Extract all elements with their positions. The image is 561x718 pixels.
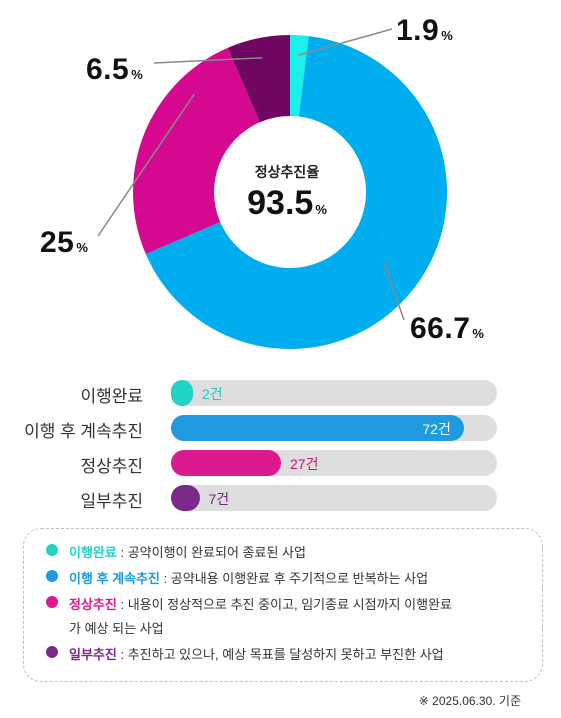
bar-value: 27건 <box>290 456 319 472</box>
bar-row-completed: 이행완료 2건 <box>0 380 561 406</box>
legend-term: 정상추진 <box>69 597 117 612</box>
slice-label-completed: 1.9% <box>396 14 453 47</box>
bar-label: 이행 후 계속추진 <box>24 422 143 441</box>
legend-desc: 내용이 정상적으로 추진 중이고, 임기종료 시점까지 이행완료가 예상 되는 … <box>69 597 452 636</box>
legend-desc: 공약내용 이행완료 후 주기적으로 반복하는 사업 <box>170 571 429 586</box>
leader-line-partial <box>153 57 263 64</box>
bar-fill <box>171 450 282 476</box>
legend-desc: 추진하고 있으나, 예상 목표를 달성하지 못하고 부진한 사업 <box>127 647 444 662</box>
bar-fill <box>171 380 193 406</box>
legend-term: 이행완료 <box>69 545 117 560</box>
bar-value: 72건 <box>422 421 451 437</box>
legend-term: 이행 후 계속추진 <box>69 571 160 586</box>
bar-fill <box>171 415 465 441</box>
center-value: 93.5% <box>232 184 342 223</box>
slice-label-partial: 6.5% <box>86 53 143 86</box>
bar-label: 일부추진 <box>80 492 143 511</box>
bar-track: 2건 <box>171 380 497 406</box>
bar-value: 7건 <box>208 491 230 507</box>
center-title: 정상추진율 <box>254 164 320 180</box>
legend-dot <box>46 596 58 608</box>
bar-row-continuing: 이행 후 계속추진 72건 <box>0 415 561 441</box>
legend-term: 일부추진 <box>69 647 117 662</box>
donut-chart <box>97 28 447 349</box>
legend-dot <box>46 544 58 556</box>
legend-box: 이행완료 : 공약이행이 완료되어 종료된 사업 이행 후 계속추진 : 공약내… <box>23 528 543 682</box>
bar-label: 이행완료 <box>80 387 143 406</box>
donut-slice-continuing <box>145 36 447 349</box>
bar-fill <box>171 485 200 511</box>
donut-slice-completed <box>290 35 309 117</box>
legend-dot <box>46 570 58 582</box>
bar-track: 72건 <box>171 415 497 441</box>
slice-label-normal: 25% <box>40 226 88 259</box>
footnote: ※ 2025.06.30. 기준 <box>418 694 521 708</box>
bar-label: 정상추진 <box>80 457 143 476</box>
center-value-number: 93.5 <box>247 184 314 222</box>
legend-dot <box>46 646 58 658</box>
bar-row-partial: 일부추진 7건 <box>0 485 561 511</box>
bar-row-normal: 정상추진 27건 <box>0 450 561 476</box>
bar-track: 27건 <box>171 450 497 476</box>
center-value-unit: % <box>315 202 327 217</box>
leader-line-continuing <box>383 261 405 321</box>
leader-line-completed <box>297 28 393 56</box>
legend-desc: 공약이행이 완료되어 종료된 사업 <box>127 545 306 560</box>
bar-track: 7건 <box>171 485 497 511</box>
donut-slice-partial <box>227 35 290 123</box>
slice-label-continuing: 66.7% <box>410 312 484 345</box>
leader-line-normal <box>97 93 195 237</box>
bar-value: 2건 <box>202 386 223 402</box>
donut-slice-normal <box>133 47 260 255</box>
